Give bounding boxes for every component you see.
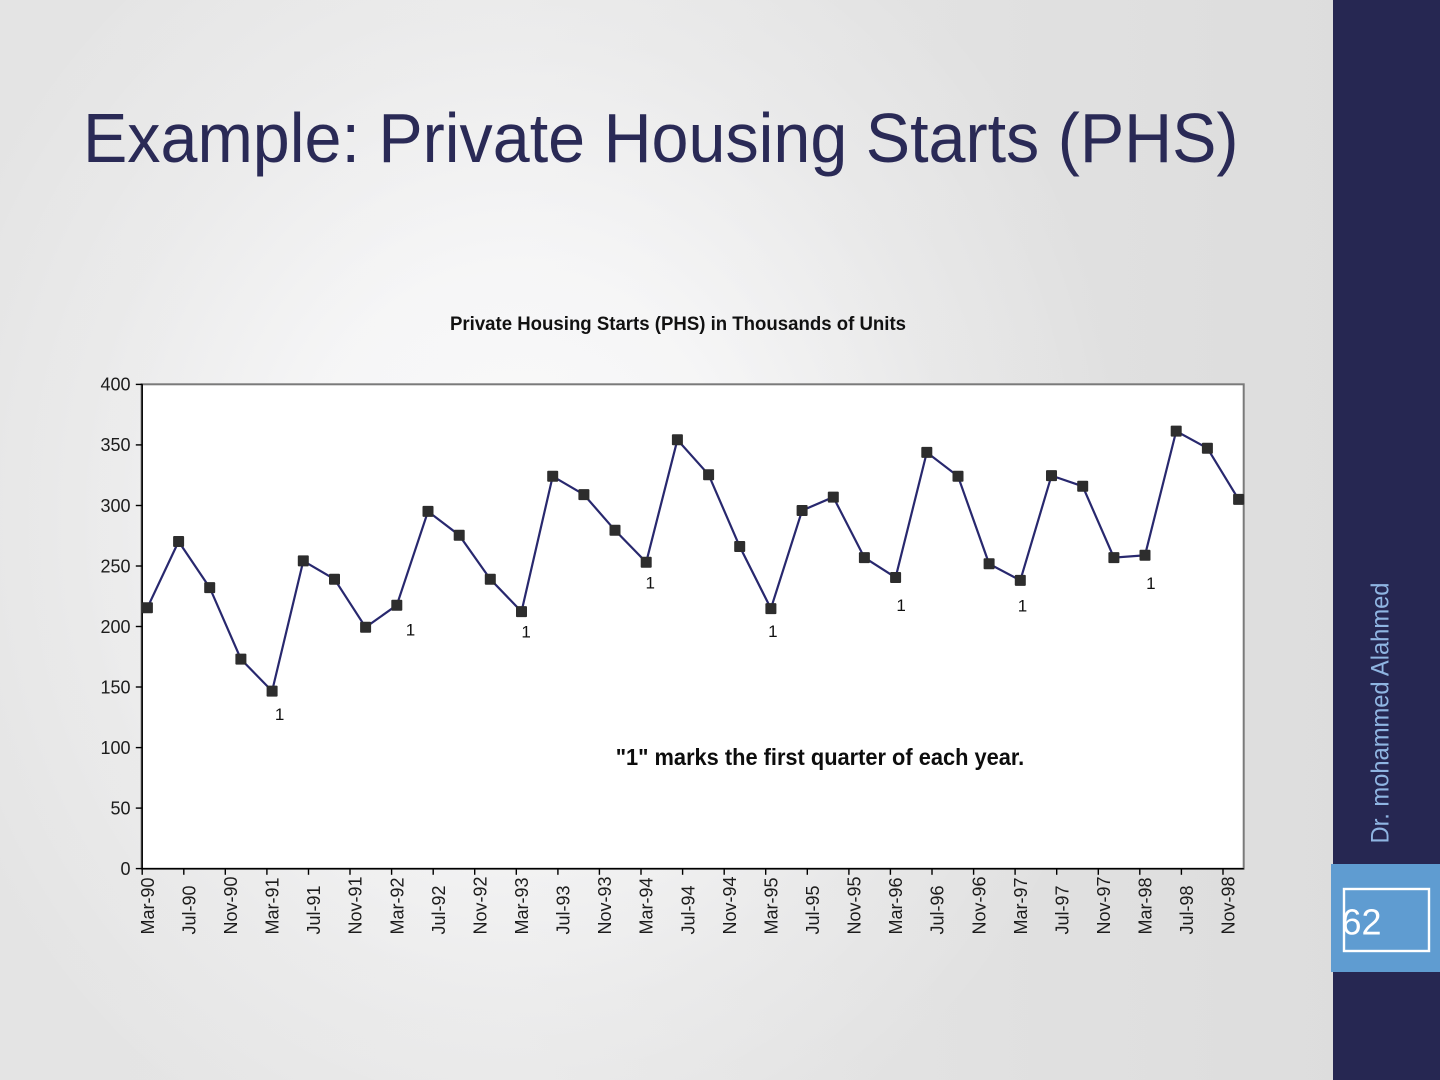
svg-text:Mar-96: Mar-96 xyxy=(886,877,906,934)
svg-text:Jul-94: Jul-94 xyxy=(678,885,698,934)
svg-text:Jul-90: Jul-90 xyxy=(180,885,200,934)
svg-text:Jul-97: Jul-97 xyxy=(1052,885,1072,934)
svg-text:Jul-93: Jul-93 xyxy=(554,885,574,934)
svg-text:Mar-97: Mar-97 xyxy=(1011,877,1031,934)
svg-text:Nov-95: Nov-95 xyxy=(845,876,865,934)
svg-text:Dr. mohammed Alahmed: Dr. mohammed Alahmed xyxy=(1366,583,1394,844)
svg-text:Mar-93: Mar-93 xyxy=(512,877,532,934)
svg-text:0: 0 xyxy=(120,859,130,879)
svg-text:Nov-92: Nov-92 xyxy=(470,876,490,934)
svg-text:Mar-90: Mar-90 xyxy=(138,877,158,934)
svg-text:1: 1 xyxy=(406,621,415,640)
svg-text:Nov-97: Nov-97 xyxy=(1094,876,1114,934)
svg-text:400: 400 xyxy=(100,375,130,395)
svg-text:1: 1 xyxy=(768,622,777,641)
svg-text:1: 1 xyxy=(645,573,654,592)
svg-text:Mar-92: Mar-92 xyxy=(387,877,407,934)
svg-text:Mar-98: Mar-98 xyxy=(1136,877,1156,934)
svg-text:1: 1 xyxy=(896,596,905,615)
svg-text:Nov-91: Nov-91 xyxy=(346,876,366,934)
svg-text:Mar-95: Mar-95 xyxy=(761,877,781,934)
svg-text:Private Housing Starts (PHS) i: Private Housing Starts (PHS) in Thousand… xyxy=(450,314,906,335)
svg-text:Jul-92: Jul-92 xyxy=(429,885,449,934)
svg-text:1: 1 xyxy=(1146,574,1155,593)
svg-text:Nov-96: Nov-96 xyxy=(969,876,989,934)
svg-text:Nov-98: Nov-98 xyxy=(1219,876,1239,934)
svg-text:1: 1 xyxy=(521,623,530,642)
svg-text:Jul-96: Jul-96 xyxy=(928,885,948,934)
svg-text:Jul-95: Jul-95 xyxy=(803,885,823,934)
svg-text:Jul-98: Jul-98 xyxy=(1177,885,1197,934)
svg-text:Nov-93: Nov-93 xyxy=(595,876,615,934)
svg-text:200: 200 xyxy=(100,617,130,637)
svg-text:Mar-94: Mar-94 xyxy=(637,877,657,934)
svg-text:350: 350 xyxy=(100,435,130,455)
svg-text:Jul-91: Jul-91 xyxy=(304,885,324,934)
svg-text:Nov-90: Nov-90 xyxy=(221,876,241,934)
svg-text:50: 50 xyxy=(110,798,130,818)
svg-text:300: 300 xyxy=(100,496,130,516)
svg-text:1: 1 xyxy=(275,705,284,724)
svg-text:1: 1 xyxy=(1018,596,1027,615)
svg-text:"1" marks the first quarter of: "1" marks the first quarter of each year… xyxy=(616,744,1024,770)
svg-text:Mar-91: Mar-91 xyxy=(263,877,283,934)
svg-text:62: 62 xyxy=(1342,902,1382,943)
svg-text:250: 250 xyxy=(100,556,130,576)
svg-text:100: 100 xyxy=(100,738,130,758)
svg-text:150: 150 xyxy=(100,677,130,697)
svg-text:Nov-94: Nov-94 xyxy=(720,876,740,934)
